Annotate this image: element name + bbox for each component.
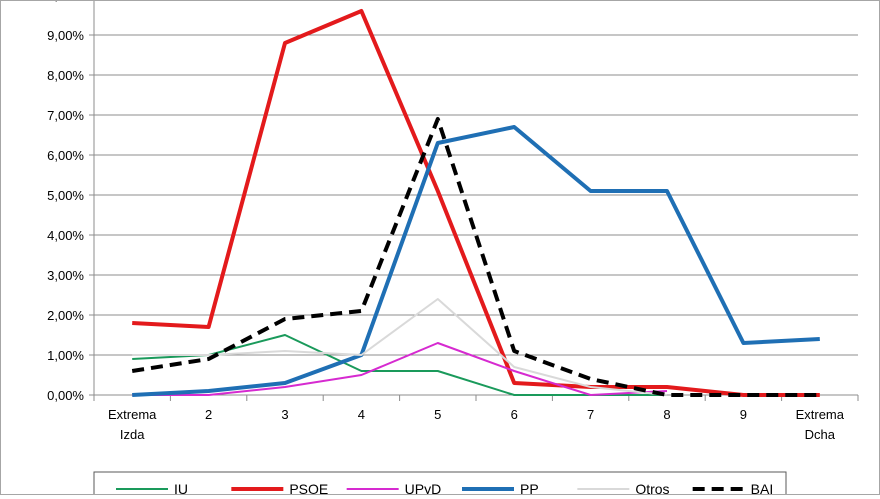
legend-label-iu: IU [174,481,188,494]
legend-label-psoe: PSOE [289,481,328,494]
legend-label-upyd: UPyD [405,481,442,494]
y-tick-label: 4,00% [47,228,84,243]
x-tick-label: 3 [281,407,288,422]
y-tick-label: 3,00% [47,268,84,283]
x-tick-label: Extrema Izda [108,407,157,442]
y-tick-label: 0,00% [47,388,84,403]
y-tick-label: 5,00% [47,188,84,203]
y-tick-label: 2,00% [47,308,84,323]
x-tick-label: 9 [740,407,747,422]
y-tick-label: 9,00% [47,28,84,43]
x-tick-label: 6 [511,407,518,422]
series-line-iu [132,334,667,396]
series-lines [131,9,820,397]
y-tick-label: 6,00% [47,148,84,163]
x-tick-label: 8 [663,407,670,422]
series-line-bai [131,117,820,397]
x-tick-label: 5 [434,407,441,422]
legend: IU PSOE UPyD PP Otros BAI [93,471,787,499]
y-tick-label: 10,00% [40,1,85,3]
legend-label-bai: BAI [751,481,774,494]
series-line-otros [132,298,668,396]
y-tick-label: 1,00% [47,348,84,363]
series-line-psoe [132,9,820,397]
y-tick-label: 7,00% [47,108,84,123]
y-tick-label: 8,00% [47,68,84,83]
legend-label-otros: Otros [635,481,669,494]
x-tick-label: Extrema Dcha [796,407,845,442]
series-line-pp [132,125,820,397]
legend-label-pp: PP [520,481,539,494]
gridlines [94,34,858,356]
y-tick-labels: 0,00% 1,00% 2,00% 3,00% 4,00% 5,00% 6,00% 7,00%… [40,0,85,403]
x-tick-label: 4 [358,407,365,422]
x-tick-label: 2 [205,407,212,422]
series-line-upyd [132,342,668,396]
x-tick-labels: Extrema Izda 2 3 4 5 6 7 8 9 Extrema Dcha [108,407,845,442]
x-tick-label: 7 [587,407,594,422]
